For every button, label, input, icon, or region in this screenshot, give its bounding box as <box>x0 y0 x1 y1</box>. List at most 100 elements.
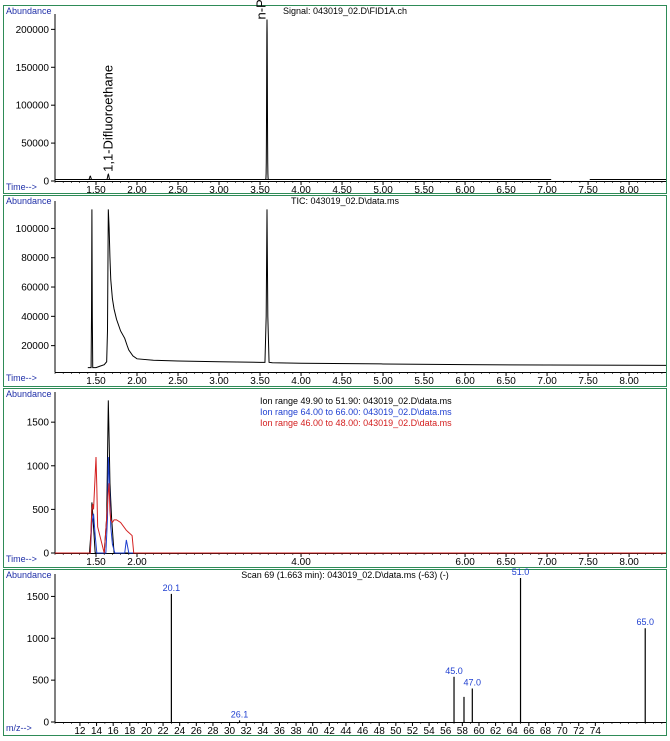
x-tick-label: 4.00 <box>291 185 311 196</box>
x-tick-label: 6.00 <box>455 376 475 387</box>
x-tick-label: 1.50 <box>86 185 106 196</box>
x-tick-label: 54 <box>424 726 436 737</box>
ms-peak-label: 47.0 <box>464 678 482 688</box>
ion-legend-entry: Ion range 64.00 to 66.00: 043019_02.D\da… <box>260 407 452 417</box>
x-tick-label: 5.00 <box>373 185 393 196</box>
x-tick-label: 8.00 <box>619 376 639 387</box>
x-tick-label: 7.00 <box>537 376 557 387</box>
x-tick-label: 46 <box>357 726 369 737</box>
peak-annotation: n-Propanol <box>254 0 269 20</box>
y-axis-label: Abundance <box>6 570 52 580</box>
x-tick-label: 68 <box>540 726 552 737</box>
y-tick-label: 80000 <box>21 253 49 264</box>
y-tick-label: 0 <box>43 549 49 560</box>
x-tick-label: 74 <box>590 726 602 737</box>
ms-peak-label: 51.0 <box>512 567 530 577</box>
x-tick-label: 24 <box>174 726 186 737</box>
panel-frame <box>3 5 667 194</box>
x-tick-label: 52 <box>407 726 419 737</box>
y-tick-label: 0 <box>43 718 49 729</box>
x-tick-label: 62 <box>490 726 502 737</box>
x-tick-label: 7.50 <box>578 376 598 387</box>
x-tick-label: 34 <box>257 726 269 737</box>
x-tick-label: 2.00 <box>127 376 147 387</box>
x-tick-label: 6.50 <box>496 557 516 568</box>
x-tick-label: 4.00 <box>291 557 311 568</box>
x-tick-label: 4.50 <box>332 376 352 387</box>
x-tick-label: 18 <box>124 726 136 737</box>
x-tick-label: 32 <box>241 726 253 737</box>
panel-title: Signal: 043019_02.D\FID1A.ch <box>283 6 407 16</box>
x-tick-label: 70 <box>557 726 569 737</box>
panel-title: Scan 69 (1.663 min): 043019_02.D\data.ms… <box>241 570 449 580</box>
x-tick-label: 26 <box>191 726 203 737</box>
x-tick-label: 22 <box>158 726 170 737</box>
x-tick-label: 3.00 <box>209 376 229 387</box>
x-tick-label: 42 <box>324 726 336 737</box>
ion-trace-2 <box>55 457 666 554</box>
x-tick-label: 7.50 <box>578 185 598 196</box>
x-tick-label: 3.50 <box>250 185 270 196</box>
panel-ms: Abundance m/z--> Scan 69 (1.663 min): 0430… <box>3 567 667 737</box>
ms-peak-label: 45.0 <box>445 666 463 676</box>
x-tick-label: 48 <box>374 726 386 737</box>
x-tick-label: 4.00 <box>291 376 311 387</box>
ms-peak-label: 20.1 <box>163 583 181 593</box>
x-tick-label: 50 <box>390 726 402 737</box>
y-tick-label: 150000 <box>16 63 50 74</box>
x-tick-label: 58 <box>457 726 469 737</box>
x-tick-label: 66 <box>523 726 535 737</box>
x-tick-label: 12 <box>74 726 86 737</box>
y-tick-label: 1000 <box>27 634 50 645</box>
ion-legend-entry: Ion range 49.90 to 51.90: 043019_02.D\da… <box>260 396 452 406</box>
x-axis-label: Time--> <box>6 373 37 383</box>
fid-peak <box>103 173 114 180</box>
x-tick-label: 5.50 <box>414 376 434 387</box>
x-tick-label: 44 <box>340 726 352 737</box>
y-tick-label: 500 <box>32 676 49 687</box>
x-tick-label: 3.00 <box>209 185 229 196</box>
x-tick-label: 3.50 <box>250 376 270 387</box>
x-tick-label: 7.00 <box>537 557 557 568</box>
tic-trace <box>87 209 667 369</box>
x-tick-label: 56 <box>440 726 452 737</box>
peak-annotation: 1,1-Difluoroethane <box>100 65 115 172</box>
panel-title: TIC: 043019_02.D\data.ms <box>291 196 400 206</box>
x-tick-label: 1.50 <box>86 376 106 387</box>
x-tick-label: 64 <box>507 726 519 737</box>
x-tick-label: 30 <box>224 726 236 737</box>
x-tick-label: 5.50 <box>414 185 434 196</box>
x-tick-label: 6.00 <box>455 557 475 568</box>
y-tick-label: 60000 <box>21 283 49 294</box>
x-tick-label: 60 <box>473 726 485 737</box>
x-tick-label: 8.00 <box>619 557 639 568</box>
x-tick-label: 2.50 <box>168 376 188 387</box>
x-axis-label: m/z--> <box>6 723 32 733</box>
x-tick-label: 38 <box>291 726 303 737</box>
y-tick-label: 20000 <box>21 341 49 352</box>
y-axis-label: Abundance <box>6 6 52 16</box>
y-tick-label: 1500 <box>27 418 50 429</box>
panel-frame <box>3 195 667 387</box>
x-tick-label: 14 <box>91 726 103 737</box>
ms-peak-label: 65.0 <box>636 617 654 627</box>
ms-peak-label: 26.1 <box>231 709 249 719</box>
y-tick-label: 100000 <box>16 101 50 112</box>
ion-trace-1 <box>55 457 666 554</box>
panel-frame <box>3 569 667 736</box>
x-tick-label: 6.50 <box>496 376 516 387</box>
fid-peak <box>264 19 270 180</box>
x-tick-label: 36 <box>274 726 286 737</box>
y-tick-label: 50000 <box>21 139 49 150</box>
y-tick-label: 0 <box>43 177 49 188</box>
x-tick-label: 4.50 <box>332 185 352 196</box>
y-axis-label: Abundance <box>6 196 52 206</box>
panel-fid: Abundance Time--> Signal: 043019_02.D\FID1… <box>3 0 667 196</box>
x-tick-label: 7.50 <box>578 557 598 568</box>
fid-peak <box>85 175 96 180</box>
y-tick-label: 100000 <box>16 224 50 235</box>
x-tick-label: 5.00 <box>373 376 393 387</box>
y-tick-label: 200000 <box>16 25 50 36</box>
x-tick-label: 28 <box>207 726 219 737</box>
x-tick-label: 2.00 <box>127 185 147 196</box>
